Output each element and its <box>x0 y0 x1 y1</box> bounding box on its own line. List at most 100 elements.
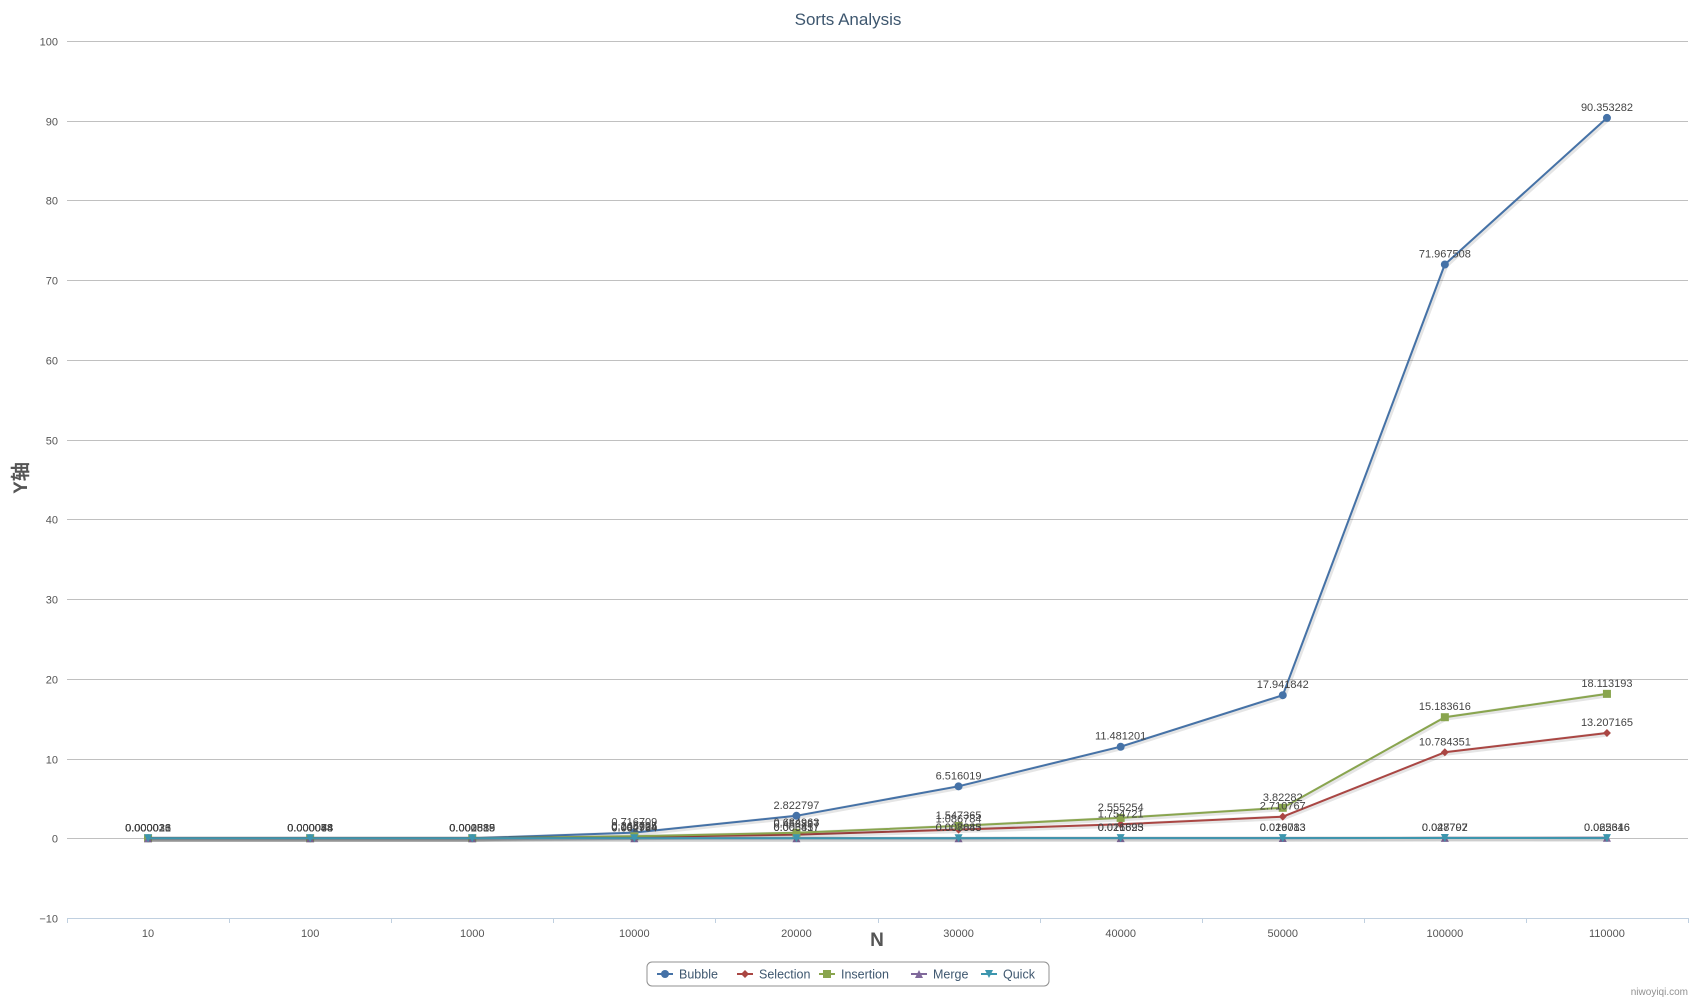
data-label: 10.784351 <box>1419 736 1471 748</box>
data-point <box>630 834 639 843</box>
y-tick-label: −10 <box>39 914 58 926</box>
data-label: 0.000619 <box>449 822 495 834</box>
y-tick-label: 70 <box>46 276 58 288</box>
data-label: 1.086784 <box>936 814 982 826</box>
y-tick-label: 30 <box>46 595 58 607</box>
data-label: 0.000044 <box>287 822 333 834</box>
data-point <box>1278 803 1287 812</box>
y-tick-label: 40 <box>46 515 58 527</box>
data-point <box>954 782 963 791</box>
data-label: 11.481201 <box>1095 731 1146 743</box>
legend-item-merge[interactable]: Merge <box>911 968 968 982</box>
data-label: 17.941842 <box>1257 679 1309 691</box>
data-label: 0.025316 <box>1584 822 1630 834</box>
data-point <box>468 834 477 843</box>
series-bubble <box>144 113 1611 843</box>
data-label: 0.166924 <box>611 821 657 833</box>
legend-label: Insertion <box>841 968 889 982</box>
legend-item-quick[interactable]: Quick <box>981 968 1036 982</box>
data-point <box>661 970 669 978</box>
x-tick-label: 30000 <box>943 928 974 940</box>
chart-title: Sorts Analysis <box>795 10 902 29</box>
data-label: 0.002734 <box>611 822 657 834</box>
series-shadow <box>149 117 1610 842</box>
legend-label: Quick <box>1003 968 1036 982</box>
data-point <box>306 834 315 843</box>
y-tick-label: 50 <box>46 436 58 448</box>
data-label: 2.555254 <box>1098 802 1144 814</box>
x-tick-label: 100000 <box>1426 928 1463 940</box>
data-label: 0.002839 <box>449 822 495 834</box>
legend-item-selection[interactable]: Selection <box>737 968 810 982</box>
data-point <box>1440 260 1449 269</box>
legend-label: Merge <box>933 968 968 982</box>
data-point <box>1440 713 1449 722</box>
data-point <box>792 834 801 843</box>
data-point <box>144 834 153 843</box>
data-point <box>1602 689 1611 698</box>
legend-item-bubble[interactable]: Bubble <box>657 968 718 982</box>
data-point <box>1440 834 1449 843</box>
data-point <box>1602 728 1611 737</box>
data-point <box>1278 812 1287 821</box>
data-label: 0.062646 <box>1584 822 1630 834</box>
data-point <box>1602 113 1611 122</box>
data-label: 0.000021 <box>125 822 171 834</box>
y-tick-label: 20 <box>46 675 58 687</box>
data-label: 71.967508 <box>1419 248 1471 260</box>
data-label: 2.822797 <box>774 800 820 812</box>
series-insertion <box>144 689 1611 843</box>
data-point <box>954 834 963 843</box>
y-tick-label: 10 <box>46 755 58 767</box>
data-label: 0.000026 <box>125 822 171 834</box>
data-point <box>792 828 801 837</box>
data-label: 0.000535 <box>449 822 495 834</box>
data-label: 0.047792 <box>1422 822 1468 834</box>
data-label: 0.000016 <box>125 822 171 834</box>
x-axis-title: N <box>870 930 884 951</box>
legend-label: Selection <box>759 968 810 982</box>
y-tick-label: 0 <box>52 834 58 846</box>
series-quick <box>144 834 1611 843</box>
data-label: 0.004964 <box>611 822 657 834</box>
data-label: 15.183616 <box>1419 701 1471 713</box>
x-tick-label: 10000 <box>619 928 650 940</box>
data-label: 0.684963 <box>774 817 820 829</box>
data-point <box>1278 834 1287 843</box>
data-point <box>1116 813 1125 822</box>
series-lines <box>144 113 1611 843</box>
y-tick-label: 80 <box>46 196 58 208</box>
x-tick-label: 50000 <box>1267 928 1298 940</box>
legend-item-insertion[interactable]: Insertion <box>819 968 889 982</box>
data-point <box>741 970 749 978</box>
data-label: 0.000054 <box>287 822 333 834</box>
series-selection <box>144 728 1611 843</box>
data-point <box>823 970 831 978</box>
data-label: 0.005817 <box>774 822 820 834</box>
x-tick-label: 100 <box>301 928 319 940</box>
axes: −10 0 10 20 30 40 50 60 70 80 90 100 10 100 1000 10000 2… <box>39 37 1689 940</box>
x-tick-label: 20000 <box>781 928 812 940</box>
data-label: 13.207165 <box>1581 717 1633 729</box>
legend-box <box>646 961 1050 987</box>
credit-text[interactable]: niwoyiqi.com <box>1631 987 1688 998</box>
y-tick-label: 90 <box>46 117 58 129</box>
data-label: 0.026783 <box>1260 822 1306 834</box>
data-labels: 0.000021 0.000088 0.002839 0.716709 2.822797… <box>125 102 1633 834</box>
data-label: 0.021625 <box>1098 822 1144 834</box>
data-label: 0.245705 <box>611 820 657 832</box>
data-label: 0.458837 <box>774 819 820 831</box>
data-point <box>792 811 801 820</box>
data-label: 3.82282 <box>1263 792 1303 804</box>
data-label: 2.710767 <box>1260 801 1306 813</box>
data-label: 0.019013 <box>1260 822 1306 834</box>
data-point <box>915 970 923 978</box>
series-line <box>148 117 1608 840</box>
data-point <box>985 970 993 978</box>
data-label: 0.000048 <box>287 822 333 834</box>
legend: Bubble Selection Insertion Merge Quick <box>646 961 1050 987</box>
data-point <box>1116 834 1125 843</box>
data-point <box>1440 748 1449 757</box>
data-label: 0.000036 <box>125 822 171 834</box>
